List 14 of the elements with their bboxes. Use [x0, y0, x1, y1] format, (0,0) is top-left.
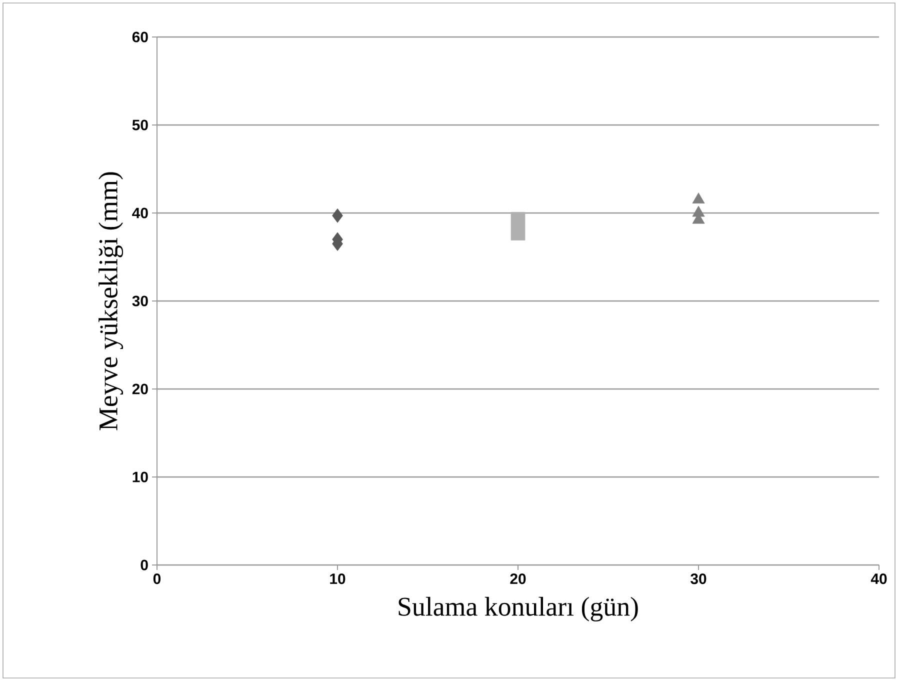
x-tick-label: 30: [690, 573, 706, 584]
y-tick-label: 0: [140, 560, 148, 570]
y-tick-label: 10: [132, 472, 148, 482]
y-tick-label: 50: [132, 120, 148, 130]
y-tick-label: 60: [132, 32, 148, 42]
y-tick-label: 30: [132, 296, 148, 306]
x-tick-label: 10: [330, 573, 346, 584]
x-tick-label: 0: [153, 573, 161, 584]
x-tick-label: 40: [870, 573, 887, 584]
y-tick-label: 40: [132, 208, 148, 218]
y-axis-title: Meyve yüksekliği (mm): [98, 172, 124, 430]
x-axis-title: Sulama konuları (gün): [398, 596, 638, 622]
y-tick-label: 20: [132, 384, 148, 394]
x-tick-label: 20: [510, 573, 526, 584]
